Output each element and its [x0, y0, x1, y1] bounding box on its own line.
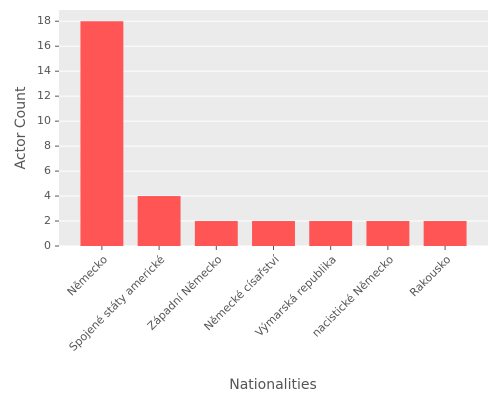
- y-tick-label: 8: [44, 139, 51, 152]
- y-tick-label: 14: [37, 64, 51, 77]
- y-tick-label: 18: [37, 14, 51, 27]
- y-tick-label: 10: [37, 114, 51, 127]
- y-tick-label: 4: [44, 189, 51, 202]
- bar: [252, 221, 295, 246]
- y-tick-label: 16: [37, 39, 51, 52]
- y-tick-label: 12: [37, 89, 51, 102]
- bar: [423, 221, 467, 246]
- bar: [137, 196, 181, 246]
- bar: [309, 221, 353, 246]
- y-axis-title: Actor Count: [13, 86, 29, 169]
- y-tick-label: 6: [44, 164, 51, 177]
- x-tick-label: Spojené státy americké: [67, 253, 168, 354]
- plot-background: [59, 10, 488, 246]
- x-axis-title: Nationalities: [229, 377, 317, 393]
- bar: [194, 221, 238, 246]
- y-tick-label: 2: [44, 214, 51, 227]
- bar: [366, 221, 410, 246]
- bar: [80, 21, 124, 246]
- x-tick-label: Rakousko: [407, 253, 453, 299]
- x-tick-label: Německo: [65, 253, 111, 299]
- y-tick-label: 0: [44, 239, 51, 252]
